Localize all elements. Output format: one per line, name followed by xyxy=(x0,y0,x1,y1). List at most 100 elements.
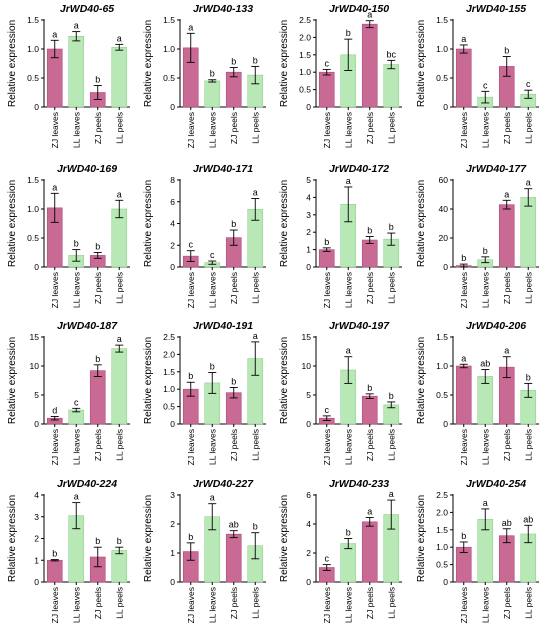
chart-6-ytick-label: 4 xyxy=(306,192,311,202)
chart-11-ylabel: Relative expression xyxy=(416,337,427,424)
chart-14-sig-letter: a xyxy=(389,489,394,499)
chart-7-ytick-label: 60 xyxy=(439,175,449,185)
chart-4-ytick-label: 0.5 xyxy=(27,233,39,243)
chart-4-category-label: ZJ leaves xyxy=(50,272,60,308)
chart-6-ytick-label: 1 xyxy=(306,245,311,255)
chart-8-ylabel: Relative expression xyxy=(7,337,18,424)
chart-8-sig-letter: c xyxy=(74,397,79,407)
chart-3-ytick-label: 1.0 xyxy=(436,44,448,54)
chart-13-sig-letter: a xyxy=(210,493,215,503)
chart-2-sig-letter: a xyxy=(367,10,372,20)
chart-1-sig-letter: b xyxy=(231,57,236,67)
chart-7-ytick-label: 0 xyxy=(443,262,448,272)
chart-5-sig-letter: c xyxy=(210,250,215,260)
chart-10-sig-letter: b xyxy=(389,391,394,401)
chart-11-ytick-label: 1.5 xyxy=(436,332,448,342)
chart-15-category-label: LL peels xyxy=(523,587,533,619)
chart-0-category-label: ZJ peels xyxy=(93,112,103,144)
chart-11-title: JrWD40-206 xyxy=(466,320,526,332)
chart-7-bar xyxy=(498,204,515,268)
chart-12-category-label: ZJ peels xyxy=(93,587,103,619)
chart-10-ylabel: Relative expression xyxy=(279,337,290,424)
chart-6-category-label: LL leaves xyxy=(343,272,353,308)
chart-8-bar xyxy=(89,370,106,425)
chart-5-category-label: LL leaves xyxy=(207,272,217,308)
chart-0-ytick-label: 1.0 xyxy=(27,44,39,54)
chart-6: JrWD40-172 Relative expression 0 1 2 3 4 5 b ZJ l… xyxy=(279,163,402,308)
chart-9-sig-letter: a xyxy=(253,331,258,341)
chart-8-sig-letter: d xyxy=(52,405,57,415)
chart-9-category-label: ZJ peels xyxy=(229,429,239,461)
chart-9-sig-letter: b xyxy=(231,376,236,386)
chart-3-sig-letter: a xyxy=(461,34,466,44)
chart-8-category-label: ZJ leaves xyxy=(50,429,60,465)
chart-13-category-label: LL leaves xyxy=(207,587,217,623)
chart-13-title: JrWD40-227 xyxy=(193,478,254,490)
chart-8-category-label: LL leaves xyxy=(71,429,81,465)
chart-15-sig-letter: ab xyxy=(502,518,512,528)
chart-12-bar xyxy=(111,550,128,583)
chart-3-ytick-label: 0.5 xyxy=(436,73,448,83)
chart-14-ytick-label: 6 xyxy=(306,490,311,500)
chart-11-ytick-label: 0.5 xyxy=(436,390,448,400)
chart-8: JrWD40-187 Relative expression 0 5 10 15 d ZJ l… xyxy=(7,320,130,465)
chart-10: JrWD40-197 Relative expression 0 5 10 15 c ZJ l… xyxy=(279,320,402,465)
chart-4-sig-letter: a xyxy=(117,189,122,199)
chart-12-sig-letter: b xyxy=(95,536,100,546)
chart-15-ytick-label: 1.0 xyxy=(436,542,448,552)
chart-3-category-label: LL leaves xyxy=(480,112,490,148)
chart-15-ytick-label: 2.0 xyxy=(436,507,448,517)
chart-11-category-label: LL leaves xyxy=(480,429,490,465)
chart-9-category-label: ZJ leaves xyxy=(186,429,196,465)
chart-12-bar xyxy=(46,559,63,583)
chart-0-sig-letter: a xyxy=(117,33,122,43)
chart-11-bar xyxy=(455,365,472,425)
chart-0-sig-letter: a xyxy=(74,21,79,31)
chart-4-sig-letter: b xyxy=(74,239,79,249)
chart-7-sig-letter: b xyxy=(483,246,488,256)
chart-13-category-label: ZJ leaves xyxy=(186,587,196,623)
chart-0-ytick-label: 0 xyxy=(34,102,39,112)
chart-3-bar xyxy=(455,48,472,108)
chart-7-title: JrWD40-177 xyxy=(466,163,527,175)
chart-4-ytick-label: 1.5 xyxy=(27,175,39,185)
chart-4-title: JrWD40-169 xyxy=(57,163,117,175)
chart-1-category-label: ZJ leaves xyxy=(186,112,196,148)
chart-6-category-label: LL peels xyxy=(386,272,396,304)
chart-4-sig-letter: a xyxy=(52,182,57,192)
chart-6-sig-letter: b xyxy=(367,226,372,236)
chart-9-ytick-label: 0.5 xyxy=(163,402,175,412)
chart-3-category-label: ZJ peels xyxy=(502,112,512,144)
chart-2-ytick-label: 0 xyxy=(306,102,311,112)
chart-2-sig-letter: bc xyxy=(386,49,396,59)
chart-9-ylabel: Relative expression xyxy=(143,337,154,424)
chart-3: JrWD40-155 Relative expression 0 0.5 1.0 1.5 a… xyxy=(416,3,539,148)
chart-3-sig-letter: b xyxy=(504,46,509,56)
chart-2-category-label: ZJ leaves xyxy=(322,112,332,148)
chart-5-category-label: LL peels xyxy=(250,272,260,304)
chart-5-sig-letter: a xyxy=(253,187,258,197)
chart-1-sig-letter: a xyxy=(188,22,193,32)
chart-15-title: JrWD40-254 xyxy=(466,478,526,490)
chart-10-category-label: ZJ leaves xyxy=(322,429,332,465)
chart-4: JrWD40-169 Relative expression 0 0.5 1.0 1.5 a… xyxy=(7,163,130,308)
chart-11: JrWD40-206 Relative expression 0 0.5 1.0 1.5 a… xyxy=(416,320,539,465)
chart-10-ytick-label: 10 xyxy=(302,361,312,371)
chart-9: JrWD40-191 Relative expression 0 0.5 1.0 1.5 2… xyxy=(143,320,266,465)
chart-9-ytick-label: 2.0 xyxy=(163,349,175,359)
chart-2-ytick-label: 2.0 xyxy=(299,32,311,42)
chart-7-sig-letter: a xyxy=(526,178,531,188)
chart-15-sig-letter: a xyxy=(483,498,488,508)
chart-14-ytick-label: 0 xyxy=(306,577,311,587)
chart-12: JrWD40-224 Relative expression 0 1 2 3 4 b ZJ le… xyxy=(7,478,130,623)
chart-4-category-label: ZJ peels xyxy=(93,272,103,304)
chart-5-category-label: ZJ peels xyxy=(229,272,239,304)
chart-6-sig-letter: a xyxy=(346,176,351,186)
chart-13-ylabel: Relative expression xyxy=(143,495,154,582)
chart-11-ytick-label: 0 xyxy=(443,419,448,429)
chart-5-ylabel: Relative expression xyxy=(143,180,154,267)
chart-5-title: JrWD40-171 xyxy=(193,163,253,175)
chart-0-category-label: LL peels xyxy=(114,112,124,144)
chart-1-ylabel: Relative expression xyxy=(143,20,154,107)
